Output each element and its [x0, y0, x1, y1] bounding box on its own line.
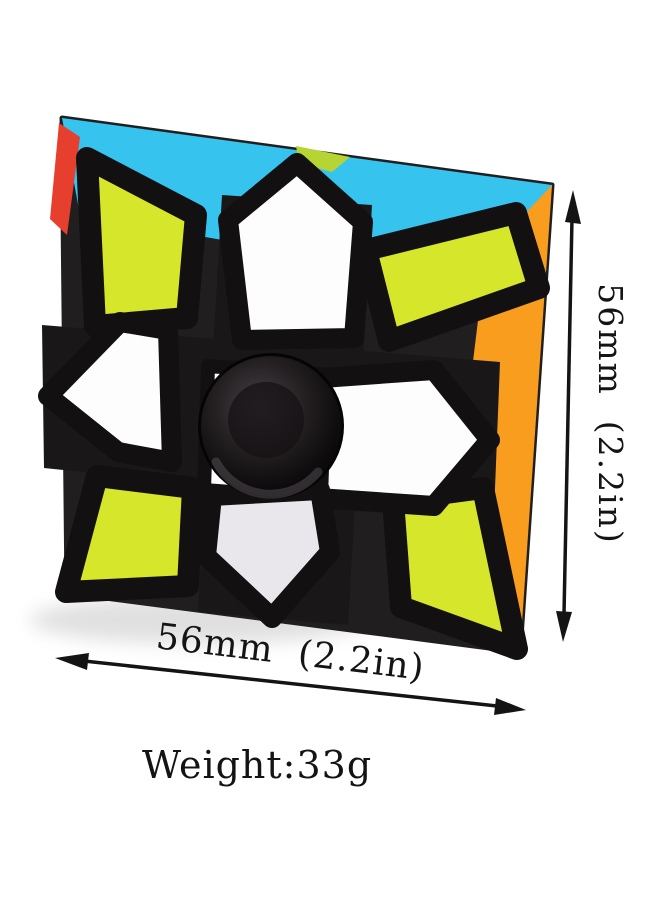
lime-corner-sticker-ne [355, 202, 550, 352]
height-arrow-line [562, 217, 574, 615]
lime-corner-sticker-sw [55, 465, 204, 603]
height-arrow-head-bottom [556, 611, 572, 642]
width-arrow-head-left [55, 653, 89, 670]
width-arrow-line [83, 659, 498, 708]
spinner-cap [198, 353, 344, 499]
white-edge-sticker-left [38, 312, 182, 472]
height-arrow-head-top [565, 190, 581, 224]
red-left-sticker-sliver [50, 123, 80, 235]
height-dimension: 56mm (2.2in) [556, 190, 630, 642]
height-dimension-label: 56mm (2.2in) [591, 283, 630, 545]
weight-label: Weight:33g [142, 743, 372, 787]
width-arrow-head-right [494, 698, 526, 715]
spinner-cap-center [228, 382, 304, 458]
white-edge-sticker-top [218, 153, 373, 350]
lime-corner-sticker-nw [76, 147, 207, 337]
spinner-cap-highlight [211, 457, 323, 499]
